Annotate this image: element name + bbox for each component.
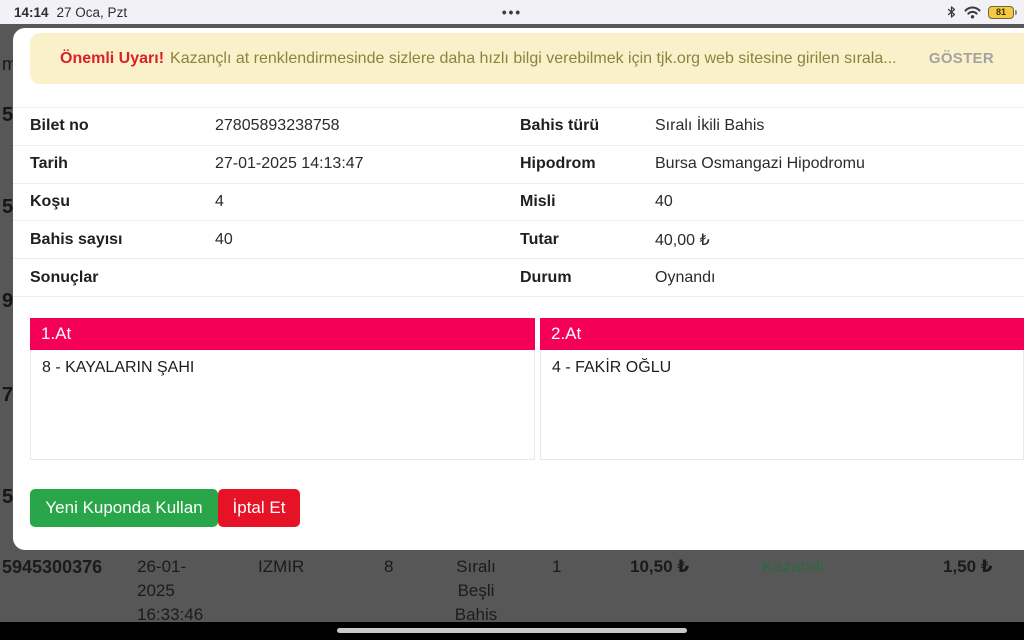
- clock: 14:14: [14, 4, 49, 20]
- bg-glyph: 9: [2, 290, 13, 312]
- detail-value: Bursa Osmangazi Hipodromu: [655, 155, 865, 173]
- horse-panel-1-header: 1.At: [30, 318, 535, 350]
- bg-bet-type: Sıralı Beşli Bahis: [454, 557, 498, 624]
- bg-status-won: Kazandı: [762, 557, 825, 576]
- detail-value: 40,00 ₺: [655, 231, 710, 249]
- table-row: Bilet no 27805893238758 Bahis türü Sıral…: [13, 108, 1024, 146]
- status-right: 81: [946, 0, 1017, 24]
- home-indicator[interactable]: [337, 628, 687, 633]
- horse-panel-2-header: 2.At: [540, 318, 1024, 350]
- detail-value: Oynandı: [655, 268, 716, 286]
- detail-label: Misli: [520, 192, 556, 210]
- detail-label: Tutar: [520, 230, 559, 248]
- bg-race-number: 8: [384, 557, 394, 576]
- bg-glyph: 5: [2, 486, 13, 508]
- show-button[interactable]: GÖSTER: [928, 50, 994, 67]
- table-row: Koşu 4 Misli 40: [13, 184, 1024, 222]
- detail-label: Koşu: [30, 192, 70, 210]
- detail-label: Hipodrom: [520, 155, 596, 173]
- bg-bet-count: 1: [552, 557, 562, 576]
- background-table-left-edge: m 5 5 9 7 5: [0, 24, 13, 622]
- multitasking-dots[interactable]: •••: [501, 4, 523, 20]
- battery-icon: 81: [988, 5, 1017, 19]
- horse-panel-2-body: 4 - FAKİR OĞLU: [540, 350, 1024, 460]
- status-left: 14:14 27 Oca, Pzt: [14, 0, 127, 24]
- bet-detail-modal: Önemli Uyarı! Kazançlı at renklendirmesi…: [13, 28, 1024, 550]
- bg-date: 26-01-2025 16:33:46: [137, 557, 204, 624]
- horse-panel-1-body: 8 - KAYALARIN ŞAHI: [30, 350, 535, 460]
- battery-percent: 81: [995, 7, 1006, 17]
- system-bottom-bar: [0, 622, 1024, 640]
- detail-value: 40: [215, 230, 233, 248]
- warning-banner: Önemli Uyarı! Kazançlı at renklendirmesi…: [30, 33, 1024, 84]
- bluetooth-icon: [946, 5, 957, 19]
- detail-label: Bilet no: [30, 117, 89, 135]
- bg-glyph: m: [2, 54, 13, 74]
- warning-title: Önemli Uyarı!: [60, 49, 165, 67]
- bg-glyph: 5: [2, 196, 13, 218]
- horse-panel-2: 2.At 4 - FAKİR OĞLU: [540, 318, 1024, 460]
- bg-amount: 10,50 ₺: [630, 557, 690, 576]
- bg-payout: 1,50 ₺: [943, 557, 993, 576]
- horse-entry: 4 - FAKİR OĞLU: [552, 359, 672, 376]
- use-in-new-coupon-button[interactable]: Yeni Kuponda Kullan: [30, 489, 218, 527]
- table-row: Sonuçlar Durum Oynandı: [13, 259, 1024, 297]
- detail-label: Bahis sayısı: [30, 230, 123, 248]
- bg-glyph: 7: [2, 384, 13, 406]
- bet-details-table: Bilet no 27805893238758 Bahis türü Sıral…: [13, 107, 1024, 297]
- status-date: 27 Oca, Pzt: [56, 4, 128, 20]
- action-buttons: Yeni Kuponda Kullan İptal Et: [30, 489, 300, 527]
- bg-glyph: 5: [2, 104, 13, 126]
- horse-entry: 8 - KAYALARIN ŞAHI: [42, 359, 195, 376]
- warning-text: Kazançlı at renklendirmesinde sizlere da…: [170, 49, 897, 67]
- bg-ticket-number: 5945300376: [2, 557, 103, 577]
- status-bar: 14:14 27 Oca, Pzt ••• 81: [0, 0, 1024, 24]
- detail-label: Durum: [520, 268, 572, 286]
- table-row: Bahis sayısı 40 Tutar 40,00 ₺: [13, 221, 1024, 260]
- bg-hippodrome: IZMIR: [258, 557, 305, 576]
- detail-value: 27-01-2025 14:13:47: [215, 155, 364, 173]
- detail-value: 40: [655, 192, 673, 210]
- detail-label: Bahis türü: [520, 117, 600, 135]
- detail-value: Sıralı İkili Bahis: [655, 117, 765, 135]
- detail-label: Sonuçlar: [30, 268, 99, 286]
- cancel-bet-button[interactable]: İptal Et: [218, 489, 300, 527]
- horse-panel-1: 1.At 8 - KAYALARIN ŞAHI: [30, 318, 535, 460]
- detail-value: 27805893238758: [215, 117, 340, 135]
- detail-value: 4: [215, 192, 224, 210]
- detail-label: Tarih: [30, 155, 68, 173]
- wifi-icon: [964, 6, 981, 19]
- table-row: Tarih 27-01-2025 14:13:47 Hipodrom Bursa…: [13, 146, 1024, 184]
